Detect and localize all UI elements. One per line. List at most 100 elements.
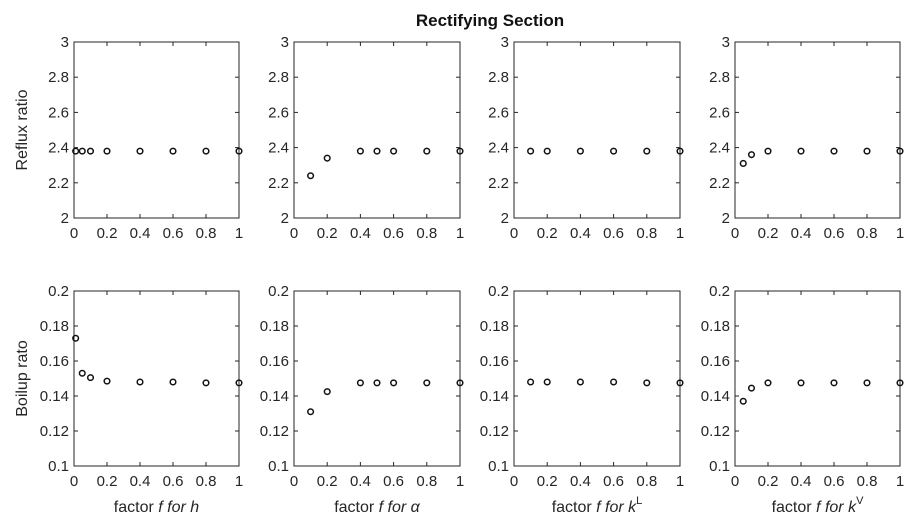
data-point — [169, 378, 177, 386]
data-point — [830, 147, 838, 155]
x-tick-label: 0.8 — [636, 473, 657, 490]
x-tick-label: 0.8 — [857, 473, 878, 490]
figure-title: Rectifying Section — [416, 11, 564, 30]
y-tick-label: 2.4 — [48, 140, 69, 157]
y-tick-label: 0.1 — [268, 458, 289, 475]
data-point — [323, 388, 331, 396]
data-point — [676, 379, 684, 387]
data-point — [543, 378, 551, 386]
y-tick-label: 2.2 — [48, 175, 69, 192]
x-tick-label: 1 — [896, 473, 904, 490]
x-tick-label: 0.4 — [570, 473, 591, 490]
data-point — [78, 147, 86, 155]
x-tick-label: 0.2 — [97, 225, 118, 242]
data-point — [307, 408, 315, 416]
data-point — [747, 384, 756, 392]
x-tick-label: 1 — [896, 225, 904, 242]
y-tick-label: 0.16 — [40, 353, 69, 370]
x-tick-label: 0.8 — [857, 225, 878, 242]
data-point — [373, 147, 381, 155]
x-tick-label: 0.2 — [537, 225, 558, 242]
data-point — [307, 172, 315, 180]
data-point — [610, 378, 618, 386]
y-tick-label: 2.6 — [709, 104, 730, 121]
y-tick-label: 2.4 — [488, 140, 509, 157]
y-tick-label: 2.8 — [268, 69, 289, 86]
axes-box — [293, 41, 461, 219]
x-tick-label: 0.4 — [791, 225, 812, 242]
y-tick-label: 2.6 — [268, 104, 289, 121]
data-point — [643, 147, 651, 155]
data-point — [72, 334, 80, 342]
data-point — [323, 154, 331, 162]
x-tick-label: 0 — [70, 473, 78, 490]
y-tick-label: 0.2 — [709, 283, 730, 300]
data-point — [235, 379, 243, 387]
y-tick-label: 2.6 — [48, 104, 69, 121]
subplot-2: 0 0.2 0.4 0.6 0.8 1 2 2.2 2.4 2.6 2.8 3 — [268, 34, 464, 242]
y-tick-label: 2.2 — [709, 175, 730, 192]
x-tick-label: 0.4 — [130, 225, 151, 242]
data-point — [202, 379, 210, 387]
data-point — [235, 147, 243, 155]
data-point — [78, 369, 86, 377]
data-point — [103, 377, 111, 385]
x-tick-label: 0.6 — [383, 473, 404, 490]
y-tick-label: 0.1 — [48, 458, 69, 475]
x-tick-label: 0.6 — [163, 473, 184, 490]
x-tick-label: 0 — [731, 473, 739, 490]
x-axis-label: factor f for α — [334, 499, 420, 516]
x-tick-label: 0.2 — [317, 225, 338, 242]
data-point — [136, 378, 144, 386]
x-tick-label: 0.6 — [603, 473, 624, 490]
y-tick-label: 2.8 — [488, 69, 509, 86]
x-tick-label: 0 — [290, 473, 298, 490]
x-tick-label: 0 — [510, 225, 518, 242]
data-point — [643, 379, 651, 387]
subplot-8: 0 0.2 0.4 0.6 0.8 1 0.1 0.12 0.14 0.16 0.18 0.2 fact… — [701, 283, 904, 516]
data-point — [390, 147, 398, 155]
x-tick-label: 0.6 — [383, 225, 404, 242]
x-tick-label: 0.6 — [163, 225, 184, 242]
data-point — [86, 374, 95, 382]
data-point — [610, 147, 618, 155]
y-tick-label: 0.14 — [40, 388, 69, 405]
data-point — [576, 147, 584, 155]
x-tick-label: 0.4 — [350, 473, 371, 490]
y-tick-label: 3 — [61, 34, 69, 51]
axes-box — [513, 290, 681, 467]
y-tick-label: 0.12 — [260, 423, 289, 440]
data-point — [373, 379, 381, 387]
y-tick-label: 0.18 — [701, 318, 730, 335]
data-point — [202, 147, 210, 155]
x-tick-label: 1 — [456, 225, 464, 242]
data-point — [764, 147, 772, 155]
subplot-3: 0 0.2 0.4 0.6 0.8 1 2 2.2 2.4 2.6 2.8 3 — [488, 34, 684, 242]
y-tick-label: 0.16 — [701, 353, 730, 370]
axes-box — [513, 41, 681, 219]
y-tick-label: 0.14 — [701, 388, 730, 405]
y-axis-label: Reflux ratio — [14, 89, 31, 170]
data-point — [739, 397, 747, 405]
x-tick-label: 0.2 — [758, 225, 779, 242]
x-tick-label: 0 — [70, 225, 78, 242]
y-tick-label: 2 — [281, 210, 289, 227]
y-tick-label: 3 — [722, 34, 730, 51]
y-tick-label: 2 — [61, 210, 69, 227]
y-tick-label: 2.4 — [709, 140, 730, 157]
x-tick-label: 1 — [235, 225, 243, 242]
x-axis-label: factor f for kV — [772, 495, 864, 516]
y-tick-label: 0.1 — [488, 458, 509, 475]
x-tick-label: 0.4 — [570, 225, 591, 242]
y-tick-label: 2.2 — [268, 175, 289, 192]
x-axis-label: factor f for kL — [552, 495, 643, 516]
axes-box — [734, 290, 901, 467]
axes-box — [293, 290, 461, 467]
data-point — [423, 379, 431, 387]
data-point — [103, 147, 111, 155]
y-tick-label: 3 — [281, 34, 289, 51]
data-point — [739, 159, 747, 167]
y-tick-label: 0.18 — [40, 318, 69, 335]
y-tick-label: 0.14 — [260, 388, 289, 405]
